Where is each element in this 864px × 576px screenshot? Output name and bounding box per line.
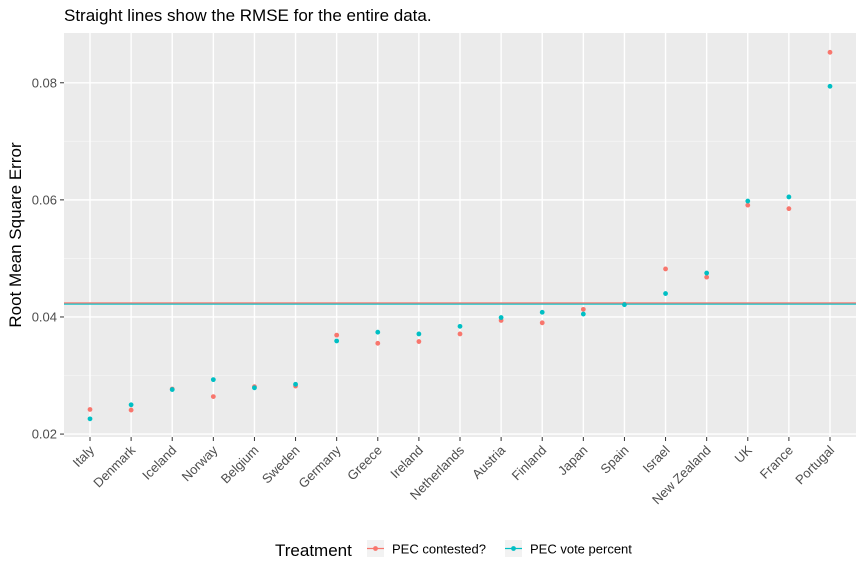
data-point <box>745 198 751 204</box>
data-point <box>252 385 257 391</box>
data-point <box>786 194 792 200</box>
data-point <box>416 339 422 344</box>
data-point <box>169 387 175 392</box>
data-point <box>704 274 710 280</box>
data-point <box>539 309 545 315</box>
x-tick-label: Denmark <box>90 442 138 490</box>
x-tick-label: Belgium <box>218 443 262 487</box>
data-point <box>827 49 833 55</box>
legend-label: PEC contested? <box>392 542 486 557</box>
data-point <box>334 332 340 338</box>
legend-label: PEC vote percent <box>530 542 632 557</box>
x-tick-label: Germany <box>295 442 344 491</box>
data-points <box>87 49 833 422</box>
y-tick-label: 0.04 <box>32 309 57 324</box>
data-point <box>210 394 216 399</box>
legend-title: Treatment <box>275 541 352 560</box>
overall-rmse-lines <box>64 302 856 305</box>
data-point <box>663 266 668 272</box>
data-point <box>87 407 93 412</box>
data-point <box>580 311 586 317</box>
x-tick-label: Greece <box>344 443 385 484</box>
data-point <box>293 381 298 387</box>
x-tick-label: Spain <box>597 443 631 477</box>
x-tick-label: Japan <box>555 443 591 479</box>
data-point <box>827 83 833 89</box>
data-point <box>745 202 751 208</box>
y-axis-title: Root Mean Square Error <box>6 142 25 328</box>
data-point <box>539 320 545 326</box>
x-tick-label: UK <box>732 442 756 466</box>
data-point <box>416 331 422 337</box>
data-point <box>334 338 340 344</box>
data-point <box>128 407 134 413</box>
x-tick-label: Israel <box>640 442 673 475</box>
data-point <box>663 291 668 296</box>
y-tick-label: 0.06 <box>32 192 57 207</box>
legend: Treatment PEC contested? PEC vote percent <box>275 540 632 560</box>
data-point <box>622 302 627 308</box>
x-tick-label: Portugal <box>792 442 837 487</box>
data-point <box>580 306 586 312</box>
data-point <box>87 416 93 422</box>
x-tick-label: France <box>757 443 796 482</box>
chart-title: Straight lines show the RMSE for the ent… <box>64 6 432 25</box>
legend-key-point <box>373 546 378 551</box>
data-point <box>210 377 216 383</box>
data-point <box>457 331 463 337</box>
y-axis: 0.02 0.04 0.06 0.08 <box>32 75 64 442</box>
x-tick-label: Italy <box>70 442 98 470</box>
major-gridlines <box>64 33 856 437</box>
y-tick-label: 0.08 <box>32 75 57 90</box>
data-point <box>786 206 792 212</box>
data-point <box>498 315 504 320</box>
x-tick-label: Austria <box>469 442 509 482</box>
data-point <box>457 323 463 329</box>
data-point <box>375 340 381 346</box>
legend-key-point <box>511 546 516 551</box>
x-tick-label: Finland <box>509 443 550 484</box>
x-tick-label: Norway <box>179 442 221 484</box>
x-tick-label: Iceland <box>139 443 179 483</box>
data-point <box>128 402 134 408</box>
x-tick-label: Ireland <box>387 443 426 482</box>
y-tick-label: 0.02 <box>32 427 57 442</box>
data-point <box>704 270 710 276</box>
data-point <box>375 329 381 335</box>
